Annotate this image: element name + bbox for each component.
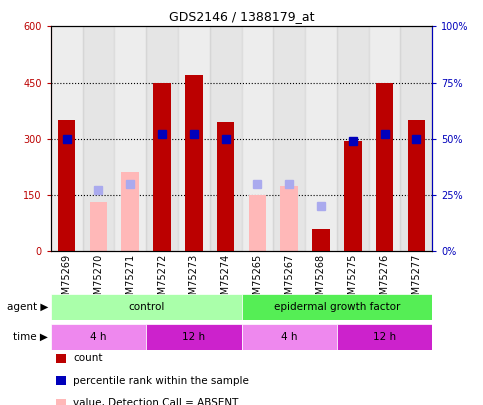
Bar <box>146 26 178 251</box>
Bar <box>217 122 234 251</box>
Bar <box>242 324 337 350</box>
Bar <box>273 26 305 251</box>
Bar <box>242 26 273 251</box>
Bar <box>58 120 75 251</box>
Bar <box>369 26 400 251</box>
Bar <box>281 185 298 251</box>
Bar <box>400 26 432 251</box>
Bar <box>51 324 146 350</box>
Bar <box>51 294 242 320</box>
Bar <box>337 26 369 251</box>
Bar <box>337 324 432 350</box>
Bar <box>408 120 425 251</box>
Bar <box>51 26 83 251</box>
Bar <box>153 83 171 251</box>
Text: time ▶: time ▶ <box>14 332 48 342</box>
Bar <box>376 83 393 251</box>
Bar <box>90 202 107 251</box>
Bar <box>312 228 330 251</box>
Bar <box>121 173 139 251</box>
Text: epidermal growth factor: epidermal growth factor <box>274 302 400 312</box>
Bar <box>114 26 146 251</box>
Bar <box>344 141 362 251</box>
Bar <box>210 26 242 251</box>
Text: 4 h: 4 h <box>90 332 107 342</box>
Bar <box>305 26 337 251</box>
Text: count: count <box>73 354 103 363</box>
Bar <box>249 195 266 251</box>
Text: 12 h: 12 h <box>373 332 396 342</box>
Bar <box>146 324 242 350</box>
Bar <box>178 26 210 251</box>
Text: value, Detection Call = ABSENT: value, Detection Call = ABSENT <box>73 398 239 405</box>
Text: percentile rank within the sample: percentile rank within the sample <box>73 376 249 386</box>
Text: control: control <box>128 302 164 312</box>
Bar <box>242 294 432 320</box>
Text: GDS2146 / 1388179_at: GDS2146 / 1388179_at <box>169 10 314 23</box>
Text: 4 h: 4 h <box>281 332 298 342</box>
Bar <box>185 75 202 251</box>
Text: 12 h: 12 h <box>182 332 205 342</box>
Bar <box>83 26 114 251</box>
Text: agent ▶: agent ▶ <box>7 302 48 312</box>
